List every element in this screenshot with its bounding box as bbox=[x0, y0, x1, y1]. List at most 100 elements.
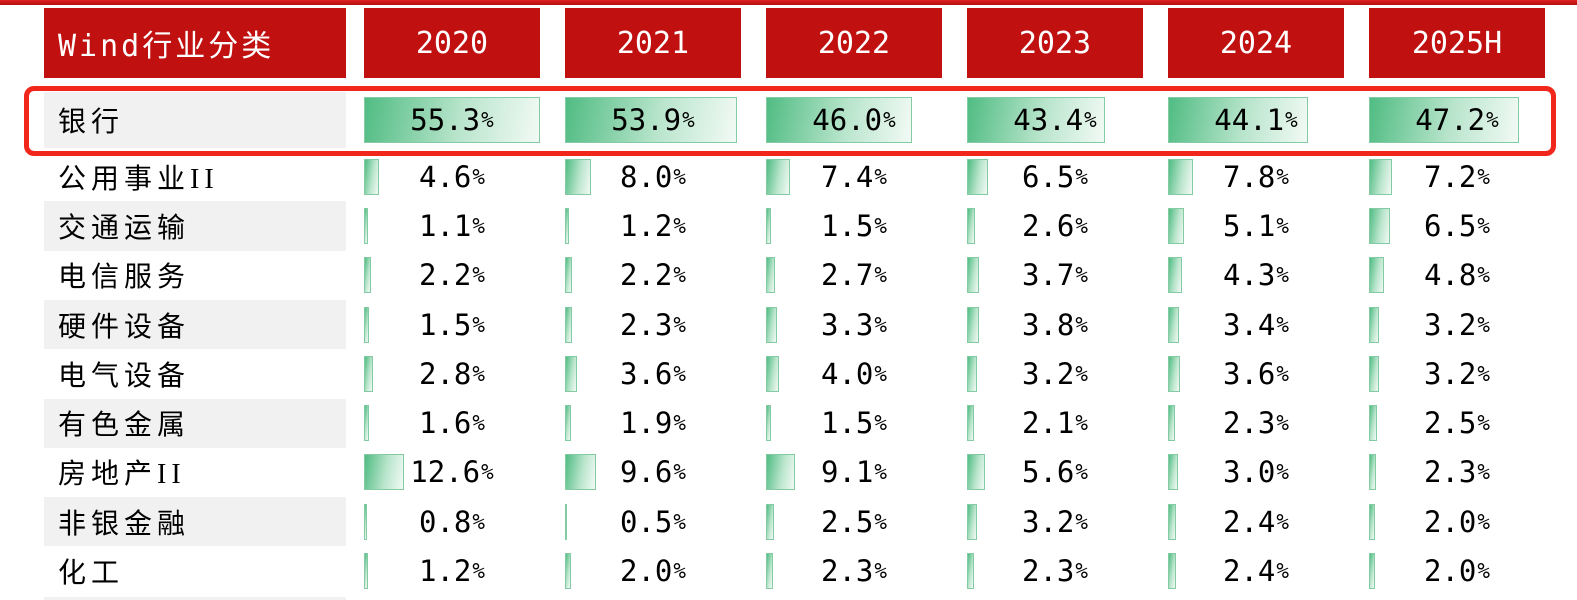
value-bar bbox=[1168, 503, 1176, 540]
value-cell: 6.5% bbox=[967, 152, 1143, 201]
value-label: 9.6% bbox=[620, 455, 686, 490]
value-bar bbox=[967, 158, 988, 195]
value-cell: 2.0% bbox=[1369, 497, 1545, 546]
value-label: 2.3% bbox=[1022, 554, 1088, 589]
column-header-year: 2023 bbox=[967, 8, 1143, 78]
value-cell: 2.4% bbox=[1168, 546, 1344, 595]
row-label: 房地产II bbox=[58, 459, 186, 491]
value-bar bbox=[967, 207, 976, 244]
value-bar bbox=[1369, 503, 1376, 540]
column-header-year: 2024 bbox=[1168, 8, 1344, 78]
value-label: 4.0% bbox=[821, 356, 887, 391]
value-label: 1.6% bbox=[419, 406, 485, 441]
value-bar bbox=[1369, 355, 1380, 392]
value-cell: 3.7% bbox=[967, 251, 1143, 300]
value-label: 2.5% bbox=[1424, 406, 1490, 441]
value-cell: 9.1% bbox=[766, 448, 942, 497]
value-bar bbox=[565, 454, 596, 491]
value-cell: 3.3% bbox=[766, 300, 942, 349]
value-cell: 7.4% bbox=[766, 152, 942, 201]
value-bar bbox=[565, 306, 573, 343]
value-cell: 0.5% bbox=[565, 497, 741, 546]
value-label: 1.2% bbox=[419, 554, 485, 589]
value-bar bbox=[766, 97, 913, 143]
row-label: 化工 bbox=[58, 558, 125, 590]
value-label: 46.0% bbox=[812, 103, 896, 137]
row-label: 公用事业II bbox=[58, 163, 219, 195]
value-label: 3.4% bbox=[1223, 307, 1289, 342]
value-cell: 2.5% bbox=[766, 497, 942, 546]
value-bar bbox=[766, 405, 771, 442]
value-cell: 46.0% bbox=[766, 92, 942, 148]
value-bar bbox=[565, 158, 591, 195]
value-label: 12.6% bbox=[410, 455, 494, 490]
value-cell: 3.2% bbox=[967, 497, 1143, 546]
value-bar bbox=[1168, 97, 1309, 143]
value-label: 3.0% bbox=[1223, 455, 1289, 490]
value-cell: 3.2% bbox=[1369, 300, 1545, 349]
value-label: 3.6% bbox=[620, 356, 686, 391]
value-bar bbox=[766, 553, 774, 590]
value-label: 2.3% bbox=[1424, 455, 1490, 490]
value-bar bbox=[967, 355, 978, 392]
value-bar bbox=[364, 553, 368, 590]
value-bar bbox=[565, 257, 572, 294]
column-header-year: 2025H bbox=[1369, 8, 1545, 78]
value-cell: 2.3% bbox=[1168, 399, 1344, 448]
value-cell: 4.6% bbox=[364, 152, 540, 201]
value-cell: 1.5% bbox=[364, 300, 540, 349]
value-label: 1.5% bbox=[821, 406, 887, 441]
value-cell: 2.0% bbox=[565, 546, 741, 595]
value-label: 6.5% bbox=[1424, 208, 1490, 243]
value-cell: 2.1% bbox=[967, 399, 1143, 448]
value-bar bbox=[967, 97, 1106, 143]
value-bar bbox=[364, 454, 405, 491]
value-cell: 2.3% bbox=[967, 546, 1143, 595]
value-label: 3.8% bbox=[1022, 307, 1088, 342]
value-cell: 3.6% bbox=[565, 349, 741, 398]
value-bar bbox=[1369, 207, 1390, 244]
value-bar bbox=[1168, 207, 1185, 244]
value-bar bbox=[1168, 355, 1180, 392]
value-cell: 2.6% bbox=[967, 201, 1143, 250]
value-cell: 6.5% bbox=[1369, 201, 1545, 250]
value-label: 8.0% bbox=[620, 159, 686, 194]
value-bar bbox=[766, 207, 771, 244]
value-label: 0.8% bbox=[419, 504, 485, 539]
value-cell: 2.3% bbox=[565, 300, 741, 349]
row-label: 电信服务 bbox=[58, 262, 191, 294]
value-bar bbox=[364, 355, 373, 392]
value-cell: 3.8% bbox=[967, 300, 1143, 349]
column-header-year: 2020 bbox=[364, 8, 540, 78]
value-cell: 3.2% bbox=[967, 349, 1143, 398]
value-bar bbox=[1369, 97, 1520, 143]
value-bar bbox=[766, 355, 779, 392]
value-label: 2.0% bbox=[620, 554, 686, 589]
value-label: 2.5% bbox=[821, 504, 887, 539]
value-label: 6.5% bbox=[1022, 159, 1088, 194]
value-cell: 53.9% bbox=[565, 92, 741, 148]
value-cell: 1.2% bbox=[565, 201, 741, 250]
value-bar bbox=[766, 257, 775, 294]
top-accent-line bbox=[0, 0, 1577, 5]
value-label: 5.1% bbox=[1223, 208, 1289, 243]
row-label: 有色金属 bbox=[44, 398, 346, 448]
value-bar bbox=[1168, 405, 1176, 442]
value-bar bbox=[565, 355, 577, 392]
value-label: 3.7% bbox=[1022, 258, 1088, 293]
value-label: 1.5% bbox=[821, 208, 887, 243]
value-label: 7.4% bbox=[821, 159, 887, 194]
value-cell: 4.0% bbox=[766, 349, 942, 398]
value-label: 2.2% bbox=[419, 258, 485, 293]
value-label: 53.9% bbox=[611, 103, 695, 137]
value-cell: 2.5% bbox=[1369, 399, 1545, 448]
value-label: 3.2% bbox=[1424, 356, 1490, 391]
value-bar bbox=[1369, 454, 1377, 491]
value-cell: 4.8% bbox=[1369, 251, 1545, 300]
value-cell: 1.1% bbox=[364, 201, 540, 250]
value-bar bbox=[565, 97, 737, 143]
value-bar bbox=[565, 405, 571, 442]
value-cell: 1.6% bbox=[364, 399, 540, 448]
value-bar bbox=[967, 306, 980, 343]
